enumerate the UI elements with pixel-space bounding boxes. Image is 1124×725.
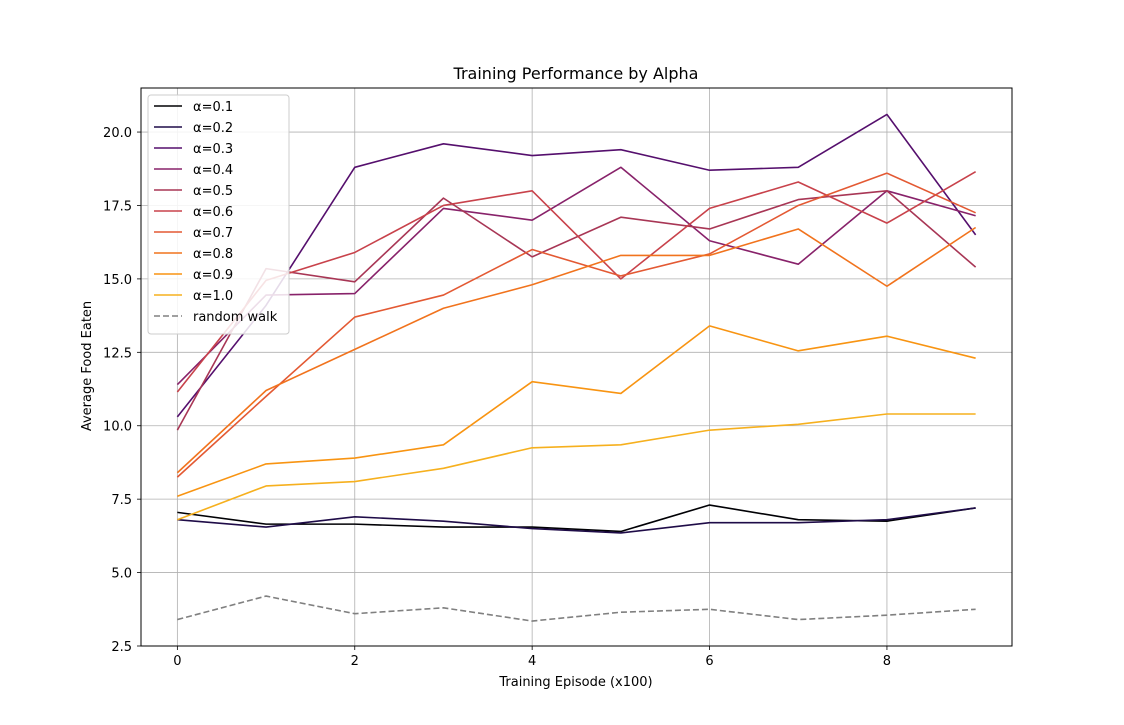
series-line-1-0 — [177, 413, 976, 521]
series-line-random-walk — [177, 595, 976, 622]
y-tick-label: 12.5 — [103, 346, 132, 361]
x-tick-label: 2 — [351, 654, 359, 669]
series-line-0-9 — [177, 325, 976, 497]
x-tick-label: 0 — [173, 654, 181, 669]
y-tick-label: 7.5 — [111, 493, 132, 508]
legend-box — [147, 94, 290, 335]
legend-label: α=0.3 — [193, 142, 233, 157]
legend-label: α=0.7 — [193, 226, 233, 241]
series-line-0-3 — [176, 113, 977, 418]
legend-label: random walk — [193, 310, 278, 325]
y-tick-label: 20.0 — [103, 126, 132, 141]
legend: α=0.1 α=0.2 α=0.3 α=0.4 α=0.5 α=0.6 α=0.7 α=0.8… — [147, 94, 290, 335]
y-tick-label: 5.0 — [111, 567, 132, 582]
legend-label: α=0.1 — [193, 100, 233, 115]
legend-label: α=0.5 — [193, 184, 233, 199]
legend-label: α=0.2 — [193, 121, 233, 136]
y-tick-label: 17.5 — [103, 199, 132, 214]
legend-label: α=0.9 — [193, 268, 233, 283]
chart-title: Training Performance by Alpha — [453, 64, 699, 83]
legend-label: α=0.6 — [193, 205, 233, 220]
x-tick-label: 8 — [883, 654, 891, 669]
y-tick-label: 2.5 — [111, 640, 132, 655]
series-line-0-1 — [177, 504, 976, 533]
series-lines — [176, 113, 977, 622]
series-line-0-2 — [177, 507, 976, 534]
x-axis-label: Training Episode (x100) — [498, 675, 652, 690]
series-line-0-4 — [176, 166, 976, 386]
legend-label: α=0.4 — [193, 163, 233, 178]
legend-label: α=0.8 — [193, 247, 233, 262]
series-line-0-5 — [176, 189, 977, 431]
x-tick-label: 6 — [705, 654, 713, 669]
y-axis-label: Average Food Eaten — [80, 301, 95, 431]
axis-ticks: 0 2 4 6 8 2.5 5.0 7.5 10.0 12.5 15.0 17.5 20.0 — [103, 126, 891, 669]
series-line-0-7 — [176, 172, 976, 478]
series-line-0-6 — [176, 171, 977, 393]
legend-label: α=1.0 — [193, 289, 233, 304]
y-tick-label: 10.0 — [103, 420, 132, 435]
y-tick-label: 15.0 — [103, 273, 132, 288]
series-line-0-8 — [176, 226, 977, 474]
x-tick-label: 4 — [528, 654, 536, 669]
plot-area-frame — [140, 87, 1013, 647]
